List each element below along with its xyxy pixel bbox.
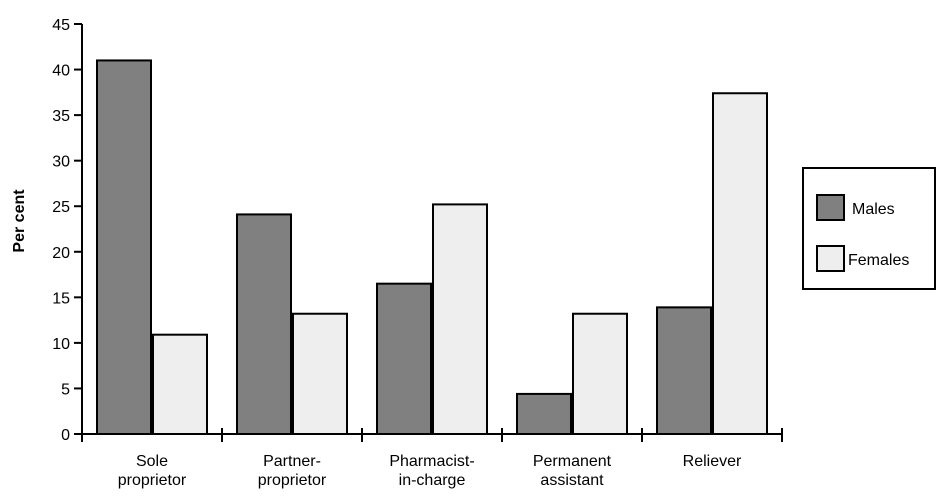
bar-males-1 (236, 213, 292, 435)
legend-swatch-females (816, 245, 845, 272)
x-tick-label-0-0: Sole (136, 453, 168, 470)
bar-males-3 (516, 392, 572, 435)
x-tick-label-0-1: proprietor (118, 472, 187, 489)
bar-males-2 (376, 282, 432, 435)
x-tick-label-3-0: Permanent (533, 453, 612, 470)
y-tick-label-35: 35 (52, 108, 70, 125)
bar-females-2 (432, 203, 488, 435)
y-axis-label: Per cent (11, 189, 28, 253)
y-tick-label-5: 5 (61, 381, 70, 398)
y-tick-label-40: 40 (52, 63, 70, 80)
bars-group (96, 59, 768, 436)
y-tick-label-25: 25 (52, 199, 70, 216)
bar-males-4 (656, 306, 712, 436)
x-tick-label-2-0: Pharmacist- (389, 453, 474, 470)
bar-females-4 (712, 92, 768, 435)
legend-swatch-males (816, 194, 845, 221)
x-tick-label-2-1: in-charge (399, 472, 466, 489)
y-tick-label-45: 45 (52, 17, 70, 34)
y-tick-label-30: 30 (52, 154, 70, 171)
y-tick-label-10: 10 (52, 336, 70, 353)
legend-label-males: Males (852, 201, 895, 218)
x-tick-label-1-1: proprietor (258, 472, 327, 489)
bar-females-0 (152, 333, 208, 436)
x-tick-label-3-1: assistant (540, 472, 604, 489)
x-tick-label-4-0: Reliever (683, 453, 742, 470)
bar-females-3 (572, 312, 628, 436)
y-tick-label-20: 20 (52, 245, 70, 262)
legend: Males Females (802, 167, 936, 290)
legend-label-females: Females (848, 252, 909, 269)
bar-males-0 (96, 59, 152, 435)
y-tick-label-15: 15 (52, 290, 70, 307)
y-tick-label-0: 0 (61, 427, 70, 444)
labels-group: 0 5 10 15 20 25 30 35 40 45 Sole proprietor Partner-… (52, 17, 742, 489)
bar-females-1 (292, 312, 348, 436)
x-tick-label-1-0: Partner- (263, 453, 321, 470)
